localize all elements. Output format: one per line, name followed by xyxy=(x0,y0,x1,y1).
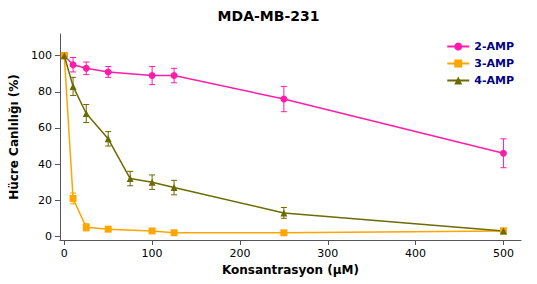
svg-text:100: 100 xyxy=(142,247,163,260)
svg-text:60: 60 xyxy=(38,121,52,134)
svg-text:200: 200 xyxy=(229,247,250,260)
svg-text:0: 0 xyxy=(61,247,68,260)
svg-text:400: 400 xyxy=(405,247,426,260)
svg-text:Hücre Canlılığı (%): Hücre Canlılığı (%) xyxy=(7,74,21,200)
svg-text:500: 500 xyxy=(493,247,514,260)
svg-text:80: 80 xyxy=(38,85,52,98)
svg-text:Konsantrasyon (μM): Konsantrasyon (μM) xyxy=(222,263,359,277)
svg-text:100: 100 xyxy=(31,49,52,62)
svg-text:3-AMP: 3-AMP xyxy=(474,57,514,70)
svg-text:40: 40 xyxy=(38,158,52,171)
svg-text:4-AMP: 4-AMP xyxy=(474,74,514,87)
svg-text:MDA-MB-231: MDA-MB-231 xyxy=(218,8,320,24)
svg-text:20: 20 xyxy=(38,194,52,207)
svg-text:300: 300 xyxy=(317,247,338,260)
svg-text:0: 0 xyxy=(45,230,52,243)
svg-text:2-AMP: 2-AMP xyxy=(474,40,514,53)
